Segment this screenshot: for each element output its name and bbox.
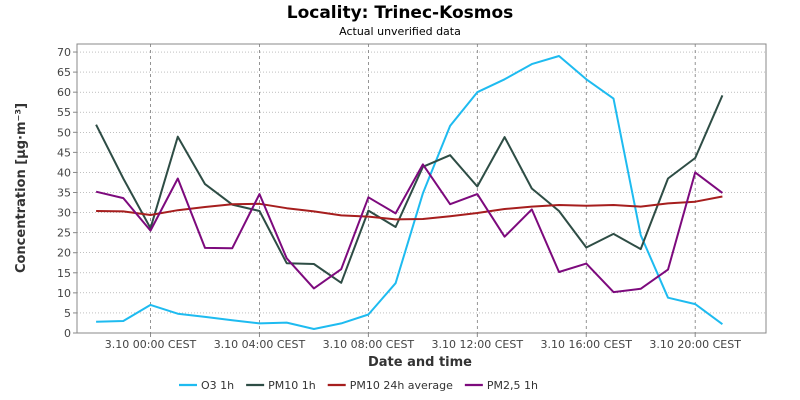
y-axis-label: Concentration [µg·m⁻³] (14, 103, 29, 273)
x-axis-label: Date and time (368, 355, 472, 370)
y-tick-label: 20 (57, 247, 71, 260)
y-tick-label: 70 (57, 46, 71, 59)
grid (77, 44, 766, 333)
y-tick-label: 15 (57, 267, 71, 280)
chart-title: Locality: Trinec-Kosmos (287, 3, 514, 23)
y-tick-label: 55 (57, 106, 71, 119)
series-line-1 (95, 95, 724, 284)
y-tick-label: 30 (57, 207, 71, 220)
y-tick-label: 60 (57, 86, 71, 99)
legend-label: O3 1h (201, 379, 234, 392)
chart-subtitle: Actual unverified data (339, 25, 461, 38)
x-tick-label: 3.10 20:00 CEST (649, 338, 741, 351)
legend: O3 1h PM10 1h PM10 24h average PM2,5 1h (179, 379, 538, 392)
series-line-0 (96, 55, 723, 330)
x-axis: 3.10 00:00 CEST 3.10 04:00 CEST 3.10 08:00… (105, 333, 741, 351)
y-tick-label: 40 (57, 166, 71, 179)
y-tick-label: 50 (57, 126, 71, 139)
plot-area (76, 43, 767, 334)
y-tick-label: 0 (64, 327, 71, 340)
x-tick-label: 3.10 00:00 CEST (105, 338, 197, 351)
x-tick-label: 3.10 12:00 CEST (432, 338, 524, 351)
x-tick-label: 3.10 04:00 CEST (214, 338, 306, 351)
legend-label: PM10 1h (268, 379, 316, 392)
y-tick-label: 25 (57, 227, 71, 240)
series-group (95, 55, 724, 330)
series-line-3 (95, 163, 724, 294)
x-tick-label: 3.10 16:00 CEST (540, 338, 632, 351)
y-tick-label: 5 (64, 307, 71, 320)
y-tick-label: 65 (57, 66, 71, 79)
y-tick-label: 35 (57, 187, 71, 200)
x-tick-label: 3.10 08:00 CEST (323, 338, 415, 351)
y-tick-label: 10 (57, 287, 71, 300)
legend-label: PM2,5 1h (487, 379, 538, 392)
y-axis: 0 5 10 15 20 25 30 35 40 45 50 55 60 65 70 (57, 46, 77, 340)
y-tick-label: 45 (57, 146, 71, 159)
legend-label: PM10 24h average (350, 379, 453, 392)
series-line-2 (96, 195, 723, 221)
